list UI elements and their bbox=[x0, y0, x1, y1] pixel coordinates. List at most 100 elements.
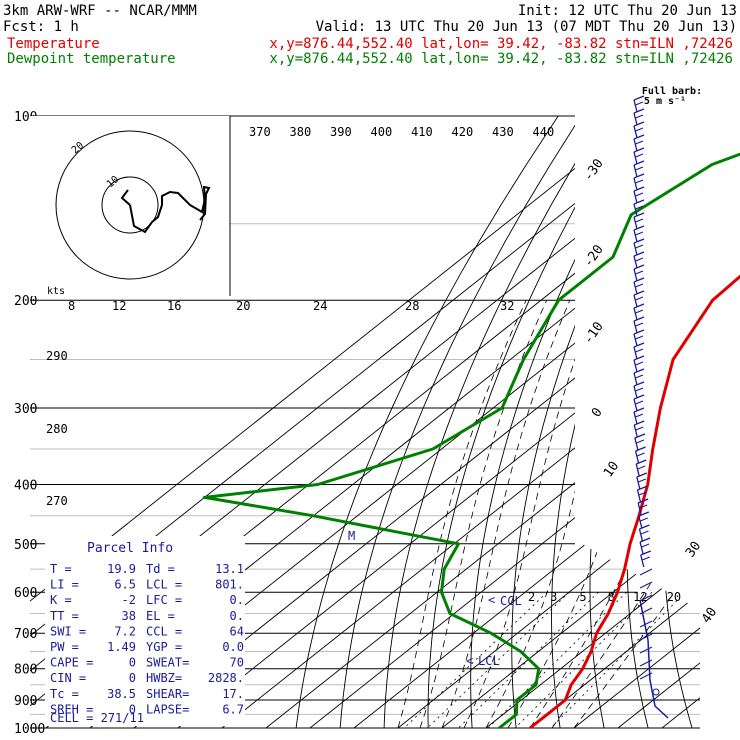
wind-barb-staff bbox=[638, 528, 644, 542]
full-barb-label: Full barb: bbox=[642, 86, 702, 97]
parcel-key-left: LI = bbox=[50, 578, 79, 592]
wind-barb-flag bbox=[638, 511, 650, 517]
wind-barb-staff bbox=[633, 138, 638, 152]
wind-barb-flag bbox=[639, 620, 653, 628]
isotherm--130 bbox=[30, 116, 642, 728]
parcel-key-left: K = bbox=[50, 593, 72, 607]
parcel-value-left: 38 bbox=[122, 609, 136, 623]
parcel-value-right: 70 bbox=[230, 656, 244, 670]
wind-barb-staff bbox=[634, 437, 639, 451]
parcel-value-left: 1.49 bbox=[107, 640, 136, 654]
dewpoint-profile bbox=[203, 152, 740, 730]
wind-barb-flag bbox=[633, 225, 645, 231]
wind-barb-flag bbox=[635, 192, 644, 197]
wind-barb-staff bbox=[633, 216, 638, 230]
pressure-label-200: 200 bbox=[14, 294, 37, 309]
parcel-key-left: SWI = bbox=[50, 624, 86, 638]
mixing-ratio-label-8: 8 bbox=[608, 590, 615, 604]
wind-barb-flag bbox=[635, 127, 644, 132]
temp-label-right-6: 40 bbox=[699, 605, 720, 626]
parcel-value-right: 801. bbox=[215, 578, 244, 592]
isotherm--10 bbox=[397, 116, 700, 728]
parcel-key-left: T = bbox=[50, 562, 72, 576]
calm-wind-marker bbox=[652, 688, 660, 696]
wind-barb-flag bbox=[635, 179, 644, 184]
wind-barb-staff bbox=[633, 424, 638, 438]
temperature-profile bbox=[529, 274, 740, 730]
theta-label-440: 440 bbox=[533, 125, 555, 139]
wind-barb-flag bbox=[635, 140, 644, 145]
parcel-key-left: PW = bbox=[50, 640, 79, 654]
hodograph-trace bbox=[120, 185, 211, 234]
temp-label-right-0: -30 bbox=[581, 156, 607, 184]
wind-barb-staff bbox=[633, 385, 638, 399]
valid-time: Valid: 13 UTC Thu 20 Jun 13 (07 MDT Thu … bbox=[316, 19, 737, 35]
moist-adiabat-0 bbox=[441, 300, 571, 728]
hodograph-units: kts bbox=[47, 286, 65, 297]
pressure-label-1000: 1000 bbox=[14, 722, 45, 737]
wind-barb-staff bbox=[633, 190, 638, 204]
wind-barb-flag bbox=[635, 296, 644, 301]
wind-barb-flag bbox=[633, 186, 645, 192]
wind-barb-flag bbox=[635, 459, 647, 465]
wind-barb-flag bbox=[636, 439, 645, 444]
parcel-value-right: 0.0 bbox=[222, 640, 244, 654]
mixing-ratio-3 bbox=[427, 591, 570, 728]
wind-barb-staff bbox=[633, 242, 638, 256]
wind-barb-flag bbox=[639, 537, 651, 543]
parcel-key-right: YGP = bbox=[146, 640, 182, 654]
wind-barb-flag bbox=[633, 303, 645, 309]
parcel-value-left: 19.9 bbox=[107, 562, 136, 576]
dry-adiabat-300 bbox=[551, 116, 696, 728]
parcel-value-left: -2 bbox=[122, 593, 136, 607]
isotherm-0 bbox=[441, 116, 700, 728]
dewpoint-location-info: x,y=876.44,552.40 lat,lon= 39.42, -83.82… bbox=[269, 51, 733, 67]
wind-barb-flag bbox=[633, 95, 645, 101]
wind-barb-flag bbox=[635, 101, 644, 106]
mixing-ratio-labels: 2 3 5 8 12 20 bbox=[528, 590, 681, 604]
wind-barb-flag bbox=[635, 205, 644, 210]
wind-barb-flag bbox=[633, 381, 645, 387]
dry-adiabat-310 bbox=[589, 116, 700, 728]
parcel-key-left: CAPE = bbox=[50, 656, 93, 670]
temperature-legend-label: Temperature bbox=[7, 36, 100, 52]
parcel-value-right: 2828. bbox=[208, 671, 244, 685]
parcel-value-left: 0 bbox=[129, 671, 136, 685]
wind-barb-staff bbox=[633, 333, 638, 347]
parcel-value-left: 7.2 bbox=[114, 624, 136, 638]
theta-label-380: 380 bbox=[290, 125, 312, 139]
moist-adiabat-25 bbox=[551, 300, 700, 728]
wind-barb-flag bbox=[633, 407, 645, 413]
wind-barb-flag bbox=[635, 270, 644, 275]
dry-adiabat-250 bbox=[339, 116, 582, 728]
wind-barb-flag bbox=[633, 108, 645, 114]
wind-barb-staff bbox=[633, 307, 638, 321]
parcel-key-left: Tc = bbox=[50, 687, 79, 701]
wind-barb-flag bbox=[635, 335, 644, 340]
wind-barb-staff bbox=[633, 177, 638, 191]
wind-barb-flag bbox=[637, 498, 649, 504]
wind-barb-flag bbox=[640, 517, 649, 522]
isotherm-10 bbox=[485, 116, 700, 728]
wind-barb-staff bbox=[638, 515, 643, 529]
hodograph-speed-label-12: 12 bbox=[112, 299, 126, 313]
theta-label-410: 410 bbox=[411, 125, 433, 139]
dry-adiabat-240 bbox=[295, 116, 559, 728]
wind-barb-staff bbox=[633, 125, 638, 139]
parcel-key-left: SREH = bbox=[50, 702, 93, 716]
model-title: 3km ARW-WRF -- NCAR/MMM bbox=[3, 3, 197, 19]
wind-barb-staff bbox=[633, 164, 638, 178]
hodograph-speed-labels: 8 12 16 20 24 28 32 bbox=[68, 299, 514, 313]
wind-barb-staff bbox=[633, 359, 638, 373]
temperature-location-info: x,y=876.44,552.40 lat,lon= 39.42, -83.82… bbox=[269, 36, 733, 52]
pressure-label-400: 400 bbox=[14, 478, 37, 493]
pressure-label-600: 600 bbox=[14, 586, 37, 601]
wind-barb-flag bbox=[635, 387, 644, 392]
wind-barb-staff bbox=[633, 398, 638, 412]
wind-barb-flag bbox=[640, 530, 649, 535]
parcel-value-right: 6.7 bbox=[222, 702, 244, 716]
wind-barb-flag bbox=[640, 550, 651, 556]
wind-barb-flag bbox=[635, 153, 644, 158]
parcel-value-left: 38.5 bbox=[107, 687, 136, 701]
wind-barb-staff bbox=[633, 281, 638, 295]
